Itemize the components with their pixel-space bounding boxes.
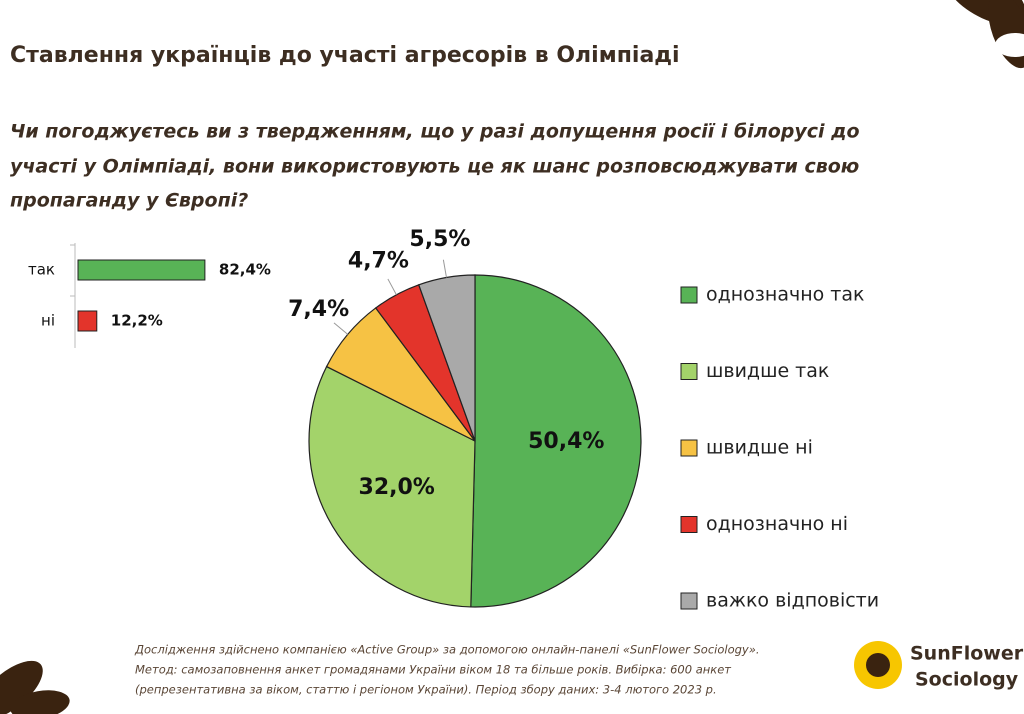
question-line: Чи погоджуєтесь ви з твердженням, що у р… — [10, 121, 860, 143]
value-label: 12,2% — [111, 312, 163, 330]
legend-swatch — [680, 363, 698, 380]
legend-label: швидше так — [706, 360, 829, 382]
logo-text: Sociology — [915, 669, 1019, 691]
legend-swatch — [680, 592, 698, 610]
legend-label: однозначно так — [706, 284, 864, 306]
legend-label: важко відповісти — [706, 590, 879, 612]
leader-line — [442, 259, 447, 278]
logo-icon — [854, 641, 902, 689]
pie-slice — [418, 274, 476, 442]
footer-line: Метод: самозаповнення анкет громадянами … — [135, 663, 731, 677]
value-label: 50,4% — [528, 429, 604, 454]
value-label: 4,7% — [348, 248, 409, 273]
footer-line: Дослідження здійснено компанією «Active … — [134, 643, 759, 657]
category-label: ні — [41, 312, 55, 330]
leader-line — [333, 322, 349, 335]
category-label: так — [28, 261, 55, 279]
footer-line: (репрезентативна за віком, статтю і регі… — [135, 683, 717, 697]
legend-label: однозначно ні — [706, 513, 848, 535]
legend-label: швидше ні — [706, 437, 813, 459]
legend-swatch — [680, 439, 698, 457]
value-label: 82,4% — [219, 261, 271, 279]
question-line: пропаганду у Європі? — [10, 190, 248, 212]
legend-swatch — [680, 516, 698, 533]
pie-slice — [308, 365, 476, 608]
value-label: 5,5% — [409, 227, 470, 252]
pie-slice — [470, 274, 642, 608]
value-label: 7,4% — [288, 297, 349, 322]
leader-line — [387, 278, 397, 296]
value-label: 32,0% — [359, 475, 435, 500]
bar — [77, 259, 206, 281]
question-line: участі у Олімпіаді, вони використовують … — [10, 156, 859, 178]
bar — [77, 310, 98, 332]
logo-text: SunFlower — [910, 643, 1024, 665]
legend-swatch — [680, 286, 698, 304]
title: Ставлення українців до участі агресорів … — [10, 43, 680, 68]
